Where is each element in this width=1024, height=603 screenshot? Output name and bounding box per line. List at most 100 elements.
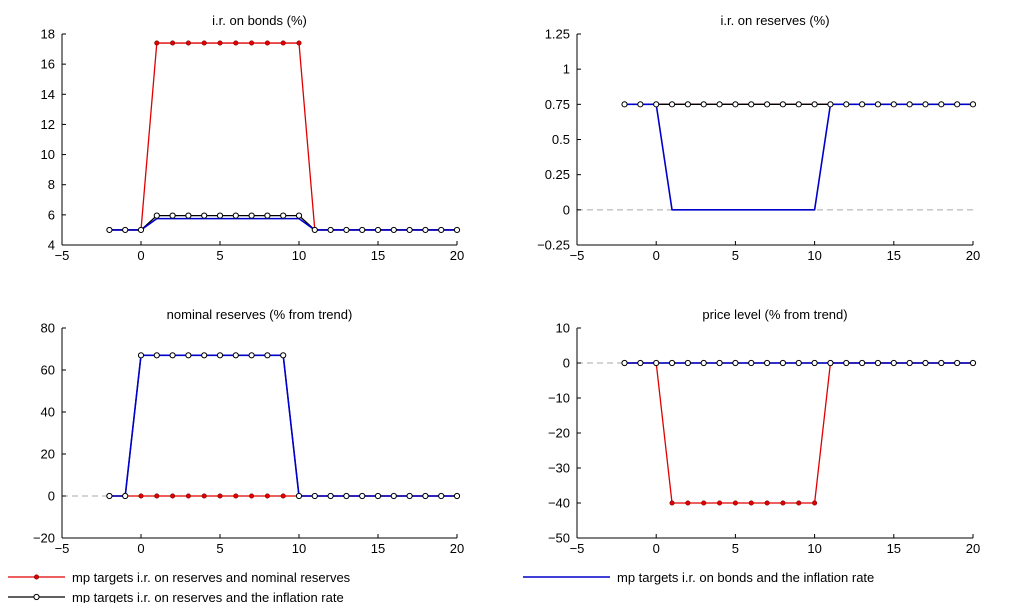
- data-point-reserves-inflation: [311, 492, 318, 500]
- data-point-reserves-inflation: [406, 226, 413, 234]
- data-point-reserves-inflation: [716, 101, 723, 108]
- data-point-reserves-inflation: [700, 101, 707, 108]
- data-point-reserves-inflation: [295, 492, 303, 500]
- x-tick-label: 5: [732, 541, 739, 556]
- data-point-reserves-nominal: [780, 500, 786, 506]
- data-point-reserves-inflation: [406, 492, 413, 500]
- data-point-reserves-inflation: [201, 352, 208, 359]
- data-point-reserves-inflation: [248, 212, 255, 219]
- series-line-reserves-nominal: [624, 362, 973, 504]
- data-point-reserves-inflation: [748, 101, 755, 108]
- data-point-reserves-nominal: [138, 493, 144, 499]
- x-tick-label: −5: [570, 248, 585, 263]
- data-point-reserves-inflation: [811, 101, 818, 108]
- data-point-reserves-inflation: [700, 359, 707, 367]
- data-point-reserves-inflation: [969, 101, 977, 108]
- data-point-reserves-inflation: [374, 492, 382, 500]
- data-point-reserves-inflation: [280, 352, 287, 359]
- data-point-reserves-nominal: [669, 500, 675, 506]
- data-point-reserves-inflation: [906, 101, 913, 108]
- data-point-reserves-inflation: [201, 212, 208, 219]
- legend-entry-bonds-inflation: mp targets i.r. on bonds and the inflati…: [523, 570, 874, 585]
- data-point-reserves-nominal: [264, 493, 270, 499]
- data-point-reserves-inflation: [763, 101, 771, 108]
- y-tick-label: 12: [41, 117, 55, 132]
- data-point-reserves-inflation: [890, 359, 897, 367]
- data-point-reserves-inflation: [216, 212, 224, 219]
- data-point-reserves-inflation: [453, 492, 461, 500]
- data-point-reserves-nominal: [701, 500, 707, 506]
- data-point-reserves-inflation: [122, 492, 129, 500]
- data-point-reserves-inflation: [374, 226, 382, 234]
- x-tick-label: 5: [216, 541, 223, 556]
- x-tick-label: 10: [807, 541, 821, 556]
- chart-panel: −5 0 5 10 15 20 4 6 8 10 12 14 16 18 i.r. on bonds (%): [41, 13, 465, 263]
- series-line-bonds-inflation: [624, 103, 973, 211]
- data-point-reserves-nominal: [249, 40, 255, 46]
- data-point-reserves-inflation: [106, 226, 113, 234]
- data-point-reserves-inflation: [938, 359, 945, 367]
- legend-entry-reserves-inflation: mp targets i.r. on reserves and the infl…: [8, 590, 344, 603]
- data-point-reserves-inflation: [343, 226, 350, 234]
- y-tick-label: −20: [548, 426, 570, 441]
- data-point-reserves-inflation: [232, 212, 239, 219]
- data-point-reserves-inflation: [453, 226, 461, 234]
- data-point-reserves-inflation: [732, 101, 739, 108]
- y-tick-label: 16: [41, 57, 55, 72]
- x-tick-label: 15: [371, 248, 385, 263]
- x-tick-label: 0: [653, 248, 660, 263]
- x-tick-label: 20: [966, 541, 980, 556]
- data-point-reserves-inflation: [922, 359, 929, 367]
- data-point-reserves-inflation: [779, 359, 787, 367]
- y-tick-label: 0: [563, 356, 570, 371]
- legend: mp targets i.r. on reserves and nominal …: [8, 570, 874, 603]
- data-point-reserves-nominal: [264, 40, 270, 46]
- y-tick-label: 1: [563, 62, 570, 77]
- data-point-reserves-inflation: [653, 359, 660, 367]
- x-tick-label: 5: [732, 248, 739, 263]
- data-point-reserves-inflation: [938, 101, 945, 108]
- data-point-reserves-inflation: [811, 359, 818, 367]
- y-tick-label: 4: [48, 238, 55, 253]
- data-point-reserves-nominal: [296, 40, 302, 46]
- data-point-reserves-nominal: [154, 493, 160, 499]
- chart-title: i.r. on bonds (%): [212, 13, 307, 28]
- data-point-reserves-inflation: [438, 226, 445, 234]
- data-point-reserves-nominal: [233, 493, 239, 499]
- data-point-reserves-inflation: [359, 226, 366, 234]
- x-tick-label: 20: [450, 248, 464, 263]
- x-tick-label: −5: [55, 248, 70, 263]
- data-point-reserves-inflation: [264, 212, 271, 219]
- data-point-reserves-inflation: [843, 101, 850, 108]
- x-tick-label: 20: [450, 541, 464, 556]
- chart-panel: −5 0 5 10 15 20 −0.25 0 0.25 0.5 0.75 1 1.25 i.r. on …: [537, 13, 980, 263]
- data-point-reserves-inflation: [859, 101, 866, 108]
- data-point-reserves-inflation: [827, 101, 834, 108]
- data-point-reserves-inflation: [422, 492, 429, 500]
- legend-label: mp targets i.r. on reserves and nominal …: [72, 570, 351, 585]
- data-point-reserves-inflation: [859, 359, 866, 367]
- data-point-reserves-inflation: [280, 212, 287, 219]
- data-point-reserves-nominal: [185, 40, 191, 46]
- data-point-reserves-nominal: [685, 500, 691, 506]
- data-point-reserves-inflation: [748, 359, 755, 367]
- data-point-reserves-nominal: [217, 40, 223, 46]
- data-point-reserves-inflation: [106, 492, 113, 500]
- data-point-reserves-inflation: [185, 352, 192, 359]
- chart-title: nominal reserves (% from trend): [167, 307, 353, 322]
- data-point-reserves-inflation: [874, 101, 882, 108]
- data-point-reserves-nominal: [748, 500, 754, 506]
- data-point-reserves-nominal: [233, 40, 239, 46]
- x-tick-label: 5: [216, 248, 223, 263]
- y-tick-label: 18: [41, 27, 55, 42]
- data-point-reserves-nominal: [170, 493, 176, 499]
- data-point-reserves-inflation: [390, 226, 397, 234]
- data-point-reserves-inflation: [232, 352, 239, 359]
- chart-panel: −5 0 5 10 15 20 −20 0 20 40 60 80 nominal reserves (…: [33, 307, 464, 556]
- data-point-reserves-inflation: [621, 359, 628, 367]
- data-point-reserves-inflation: [153, 352, 160, 359]
- data-point-reserves-inflation: [890, 101, 897, 108]
- data-point-reserves-nominal: [154, 40, 160, 46]
- data-point-reserves-nominal: [185, 493, 191, 499]
